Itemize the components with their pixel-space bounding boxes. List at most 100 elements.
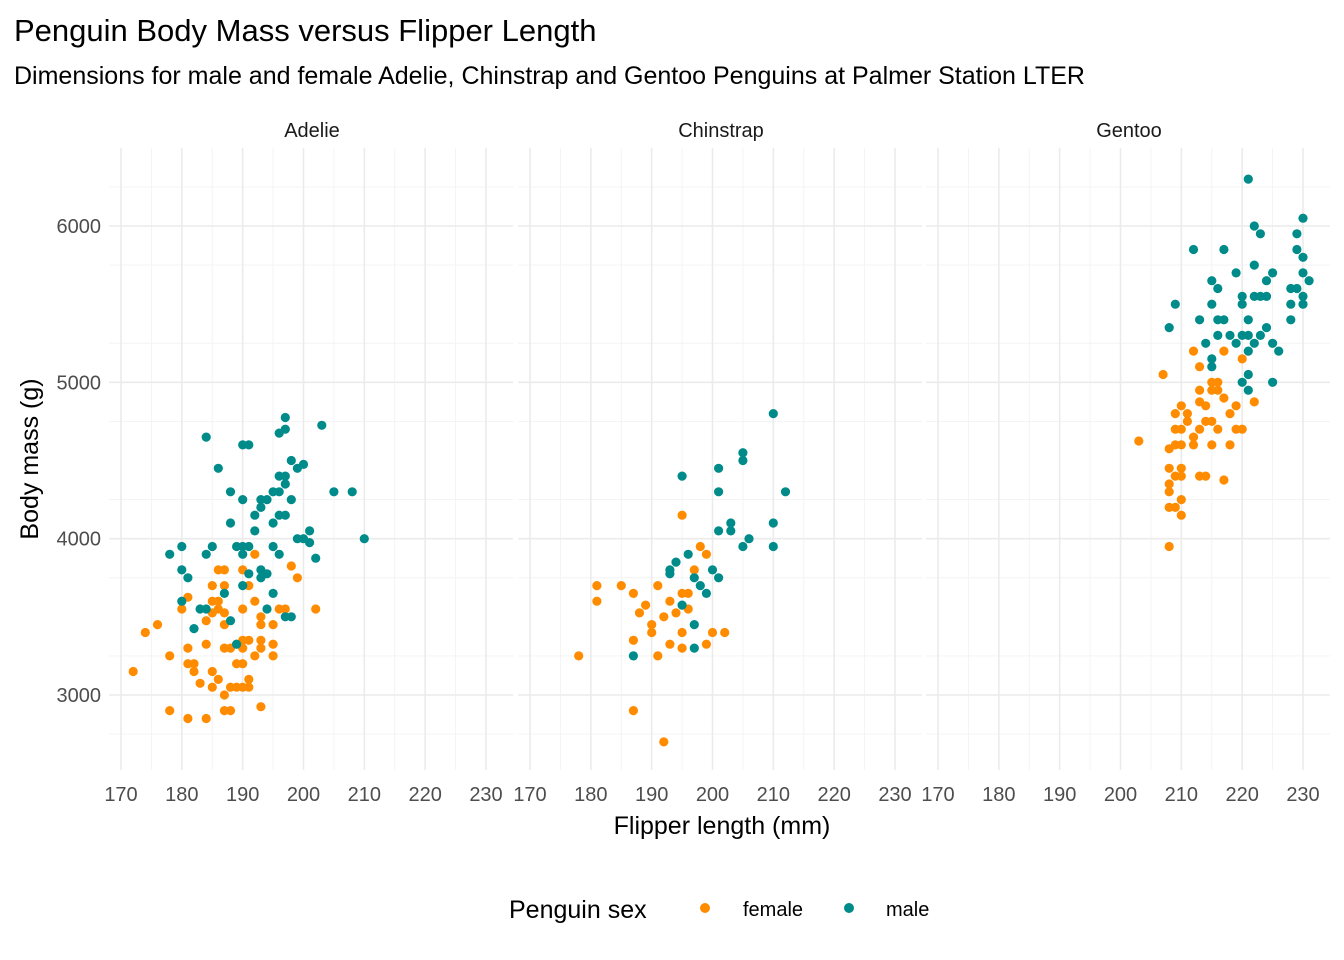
data-point-male (268, 518, 278, 528)
legend-key-male (844, 903, 854, 913)
data-point-female (1237, 424, 1247, 434)
series-female (574, 510, 730, 747)
data-point-female (201, 713, 211, 724)
data-point-female (195, 678, 205, 688)
data-point-male (1286, 299, 1296, 309)
data-point-female (677, 627, 687, 638)
data-point-female (1249, 397, 1259, 407)
data-point-male (1213, 283, 1223, 294)
data-point-female (256, 620, 266, 630)
data-point-male (225, 518, 236, 528)
data-point-male (1164, 323, 1174, 333)
data-point-male (244, 440, 254, 450)
data-point-female (1176, 495, 1186, 505)
facet-strip-label: Chinstrap (678, 120, 764, 142)
data-point-male (189, 624, 199, 634)
data-point-female (1182, 416, 1192, 426)
data-point-male (201, 549, 211, 559)
data-point-male (714, 463, 724, 473)
data-point-female (1170, 502, 1180, 512)
x-tick-label: 200 (1104, 784, 1137, 806)
legend-label-female: female (743, 899, 803, 921)
data-point-male (329, 487, 339, 497)
data-point-female (641, 600, 651, 610)
data-point-male (1231, 268, 1241, 278)
data-point-male (1304, 276, 1314, 286)
data-point-male (1188, 244, 1199, 255)
data-point-male (238, 549, 248, 559)
data-point-male (677, 471, 687, 481)
data-point-female (189, 659, 199, 669)
facet-panels: Adelie 170 180 190 200 210 220 230 3000 4000 5000 6… (57, 120, 1330, 806)
data-point-female (207, 666, 217, 677)
series-male (628, 409, 791, 661)
data-point-female (1164, 541, 1174, 552)
data-point-female (695, 541, 705, 552)
data-point-male (1237, 291, 1247, 301)
data-point-male (1231, 338, 1241, 348)
data-point-male (238, 495, 248, 505)
x-tick-label: 230 (1286, 784, 1319, 806)
data-point-male (628, 651, 639, 661)
data-point-female (1207, 416, 1217, 426)
data-point-female (201, 639, 211, 649)
data-point-female (280, 604, 290, 614)
data-point-female (634, 608, 645, 618)
data-point-female (244, 682, 254, 692)
x-tick-label: 220 (1225, 784, 1258, 806)
data-point-female (219, 608, 229, 618)
data-point-male (268, 541, 278, 552)
legend: Penguin sex female male (509, 896, 929, 924)
data-point-male (695, 581, 705, 591)
x-tick-label: 170 (921, 784, 954, 806)
data-point-male (726, 518, 736, 528)
data-point-female (201, 616, 211, 626)
x-tick-label: 220 (408, 784, 441, 806)
data-point-male (1274, 346, 1284, 356)
data-point-female (1225, 440, 1235, 450)
data-point-male (268, 588, 278, 599)
data-point-female (1188, 346, 1199, 356)
data-point-male (201, 432, 211, 442)
data-point-male (280, 412, 290, 423)
data-point-male (671, 557, 681, 567)
data-point-male (726, 526, 736, 536)
data-point-female (128, 666, 138, 677)
legend-title: Penguin sex (509, 896, 647, 924)
data-point-male (1243, 385, 1253, 395)
data-point-female (238, 659, 248, 669)
data-point-male (1261, 276, 1272, 286)
data-point-male (286, 495, 296, 505)
data-point-male (238, 581, 248, 591)
y-tick-label: 4000 (57, 529, 102, 551)
data-point-male (1243, 174, 1253, 184)
data-point-female (189, 666, 199, 677)
data-point-female (250, 651, 260, 661)
data-point-female (1164, 463, 1174, 473)
data-point-male (177, 565, 187, 575)
data-point-female (707, 627, 718, 638)
data-point-female (244, 674, 254, 685)
data-point-male (280, 471, 290, 481)
data-point-male (1201, 338, 1211, 348)
data-point-female (720, 627, 730, 638)
data-point-female (213, 674, 223, 685)
x-tick-label: 220 (817, 784, 850, 806)
x-tick-label: 180 (165, 784, 198, 806)
facet-chinstrap: Chinstrap 170 180 190 200 210 220 230 (513, 120, 922, 806)
data-point-male (1255, 229, 1265, 239)
data-point-male (1243, 330, 1253, 340)
data-point-male (1219, 244, 1229, 255)
data-point-male (744, 534, 754, 544)
data-point-male (714, 487, 724, 497)
data-point-male (317, 420, 327, 430)
data-point-male (244, 541, 254, 552)
data-point-female (1219, 346, 1229, 356)
data-point-male (701, 588, 712, 599)
data-point-female (677, 510, 687, 520)
data-point-female (647, 627, 657, 638)
data-point-male (177, 596, 187, 606)
data-point-female (268, 639, 278, 649)
x-tick-label: 190 (635, 784, 668, 806)
chart-subtitle: Dimensions for male and female Adelie, C… (14, 62, 1085, 90)
